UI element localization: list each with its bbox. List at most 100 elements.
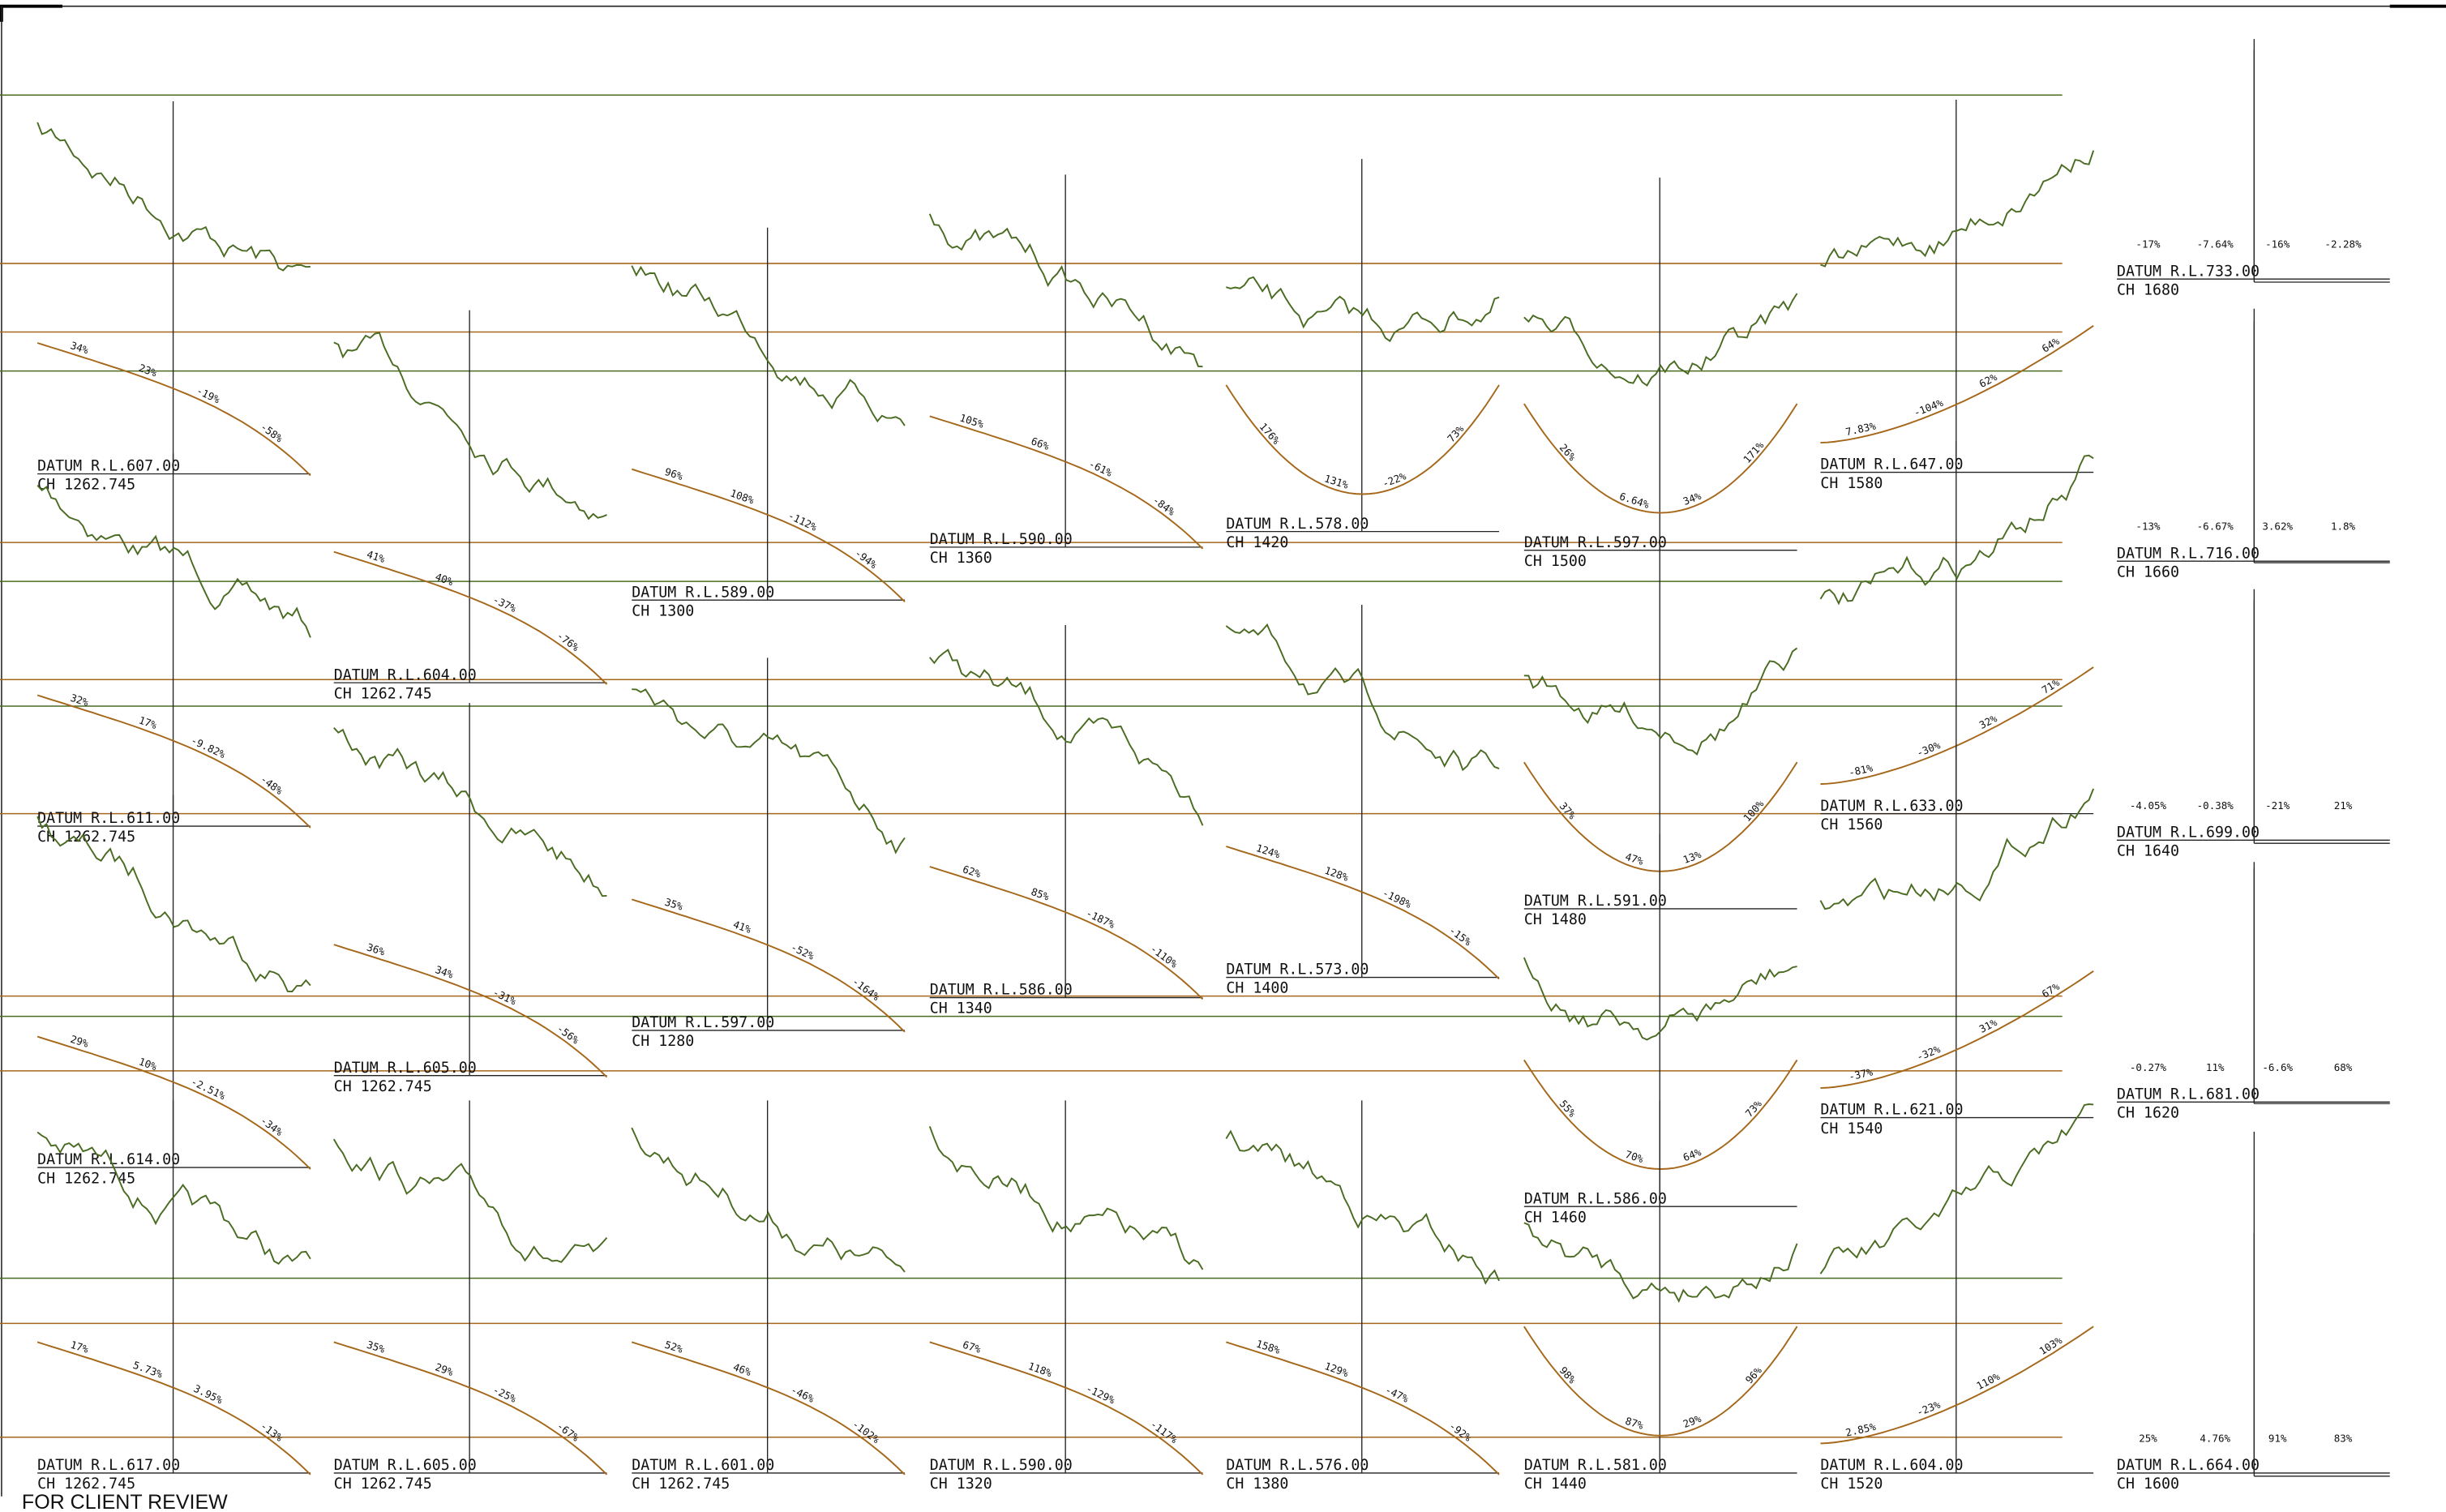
chainage-label: CH 1600	[2117, 1476, 2179, 1493]
datum-label: DATUM R.L.664.00	[2117, 1457, 2260, 1474]
ground-profile	[1523, 293, 1798, 387]
grade-label: -19%	[195, 384, 222, 406]
design-profile	[333, 550, 608, 685]
grade-label: -31%	[491, 986, 519, 1008]
chainage-label: CH 1620	[2117, 1105, 2179, 1122]
grade-label: 96%	[663, 465, 685, 482]
chainage-label: CH 1262.745	[334, 1078, 432, 1095]
chainage-label: CH 1380	[1226, 1476, 1288, 1493]
chainage-label: CH 1440	[1524, 1476, 1587, 1493]
grade-label: -0.27%	[2130, 1061, 2167, 1073]
datum-label: DATUM R.L.633.00	[1820, 798, 1963, 815]
grade-label: -21%	[2265, 799, 2290, 812]
ground-profile	[332, 1138, 608, 1263]
design-profile	[1523, 761, 1798, 872]
grade-label: 66%	[1030, 435, 1052, 452]
design-profile	[929, 1341, 1204, 1476]
ground-profile	[333, 332, 607, 520]
design-profile	[1523, 1059, 1798, 1170]
datum-label: DATUM R.L.597.00	[632, 1014, 774, 1031]
ground-profile	[1225, 1129, 1500, 1285]
grade-label: 26%	[1557, 441, 1579, 463]
grade-label: 41%	[366, 548, 388, 565]
ground-profile	[1523, 1222, 1798, 1304]
grade-label: -6.6%	[2262, 1061, 2293, 1073]
datum-label: DATUM R.L.716.00	[2117, 545, 2260, 562]
datum-label: DATUM R.L.681.00	[2117, 1086, 2260, 1103]
grade-label: 96%	[1743, 1364, 1765, 1386]
grade-label: 6.64%	[1618, 490, 1651, 511]
grade-label: 11%	[2206, 1061, 2225, 1073]
design-profile	[333, 944, 608, 1078]
design-profile	[36, 342, 311, 477]
grade-label: 62%	[962, 863, 983, 880]
design-profile	[631, 1341, 906, 1476]
grade-label: -81%	[1848, 761, 1874, 778]
grade-label: 91%	[2268, 1432, 2287, 1444]
chainage-label: CH 1262.745	[37, 477, 135, 494]
design-profile	[1820, 666, 2094, 786]
chainage-label: CH 1460	[1524, 1209, 1587, 1226]
grade-label: 37%	[1557, 800, 1579, 822]
grade-label: -37%	[1848, 1065, 1874, 1082]
design-profile	[929, 866, 1204, 1000]
chainage-label: CH 1660	[2117, 563, 2179, 580]
chainage-label: CH 1340	[930, 1000, 992, 1017]
grade-label: 98%	[1557, 1364, 1579, 1386]
design-profile	[1226, 1341, 1500, 1476]
grade-label: 21%	[2334, 799, 2353, 812]
datum-label: DATUM R.L.590.00	[930, 1457, 1073, 1474]
datum-label: DATUM R.L.611.00	[37, 810, 180, 827]
ground-profile	[1820, 150, 2095, 268]
grade-label: 64%	[2040, 335, 2063, 355]
grade-label: 105%	[958, 411, 986, 430]
chainage-label: CH 1400	[1226, 980, 1288, 997]
grade-label: 87%	[1624, 1415, 1646, 1432]
grade-label: -4.05%	[2130, 799, 2167, 812]
grade-label: 31%	[1977, 1016, 1999, 1035]
chainage-label: CH 1320	[930, 1476, 992, 1493]
ground-profile	[36, 485, 311, 638]
grade-label: 67%	[962, 1339, 983, 1356]
design-profile	[36, 1035, 311, 1170]
ground-profile	[1523, 957, 1797, 1041]
ground-profile	[36, 816, 311, 992]
chainage-label: CH 1500	[1524, 553, 1587, 570]
grade-label: 32%	[1977, 712, 1999, 731]
ground-profile	[1819, 1103, 2094, 1274]
grade-label: 32%	[69, 692, 91, 709]
grade-label: 25%	[2139, 1432, 2157, 1444]
ground-profile	[928, 213, 1203, 368]
chainage-label: CH 1580	[1820, 475, 1883, 492]
datum-label: DATUM R.L.590.00	[930, 531, 1073, 548]
chainage-label: CH 1262.745	[37, 1476, 135, 1493]
grade-label: 68%	[2334, 1061, 2353, 1073]
datum-label: DATUM R.L.601.00	[632, 1457, 774, 1474]
datum-label: DATUM R.L.573.00	[1226, 962, 1369, 979]
grade-label: 40%	[434, 571, 456, 589]
ground-profile	[333, 727, 607, 897]
grade-label: -47%	[1383, 1383, 1411, 1405]
datum-label: DATUM R.L.591.00	[1524, 893, 1667, 910]
datum-label: DATUM R.L.576.00	[1226, 1457, 1369, 1474]
grade-label: 110%	[1974, 1370, 2002, 1392]
datum-label: DATUM R.L.586.00	[930, 982, 1073, 999]
grade-label: -22%	[1381, 469, 1408, 490]
review-note: FOR CLIENT REVIEW	[22, 1491, 228, 1512]
grade-label: -46%	[789, 1383, 816, 1405]
grade-label: -16%	[2265, 238, 2290, 251]
design-profile	[1523, 403, 1798, 514]
grade-label: -2.28%	[2324, 238, 2362, 251]
grade-label: 35%	[663, 896, 685, 913]
datum-label: DATUM R.L.617.00	[37, 1457, 180, 1474]
grade-label: 118%	[1026, 1360, 1054, 1379]
grade-label: -52%	[789, 940, 816, 962]
grade-label: 176%	[1257, 420, 1283, 447]
ground-profile	[36, 1131, 311, 1265]
chainage-label: CH 1420	[1226, 534, 1288, 551]
grade-label: 83%	[2334, 1432, 2353, 1444]
grade-label: -37%	[491, 593, 519, 615]
ground-profile	[928, 1125, 1204, 1270]
design-profile	[36, 1341, 311, 1476]
